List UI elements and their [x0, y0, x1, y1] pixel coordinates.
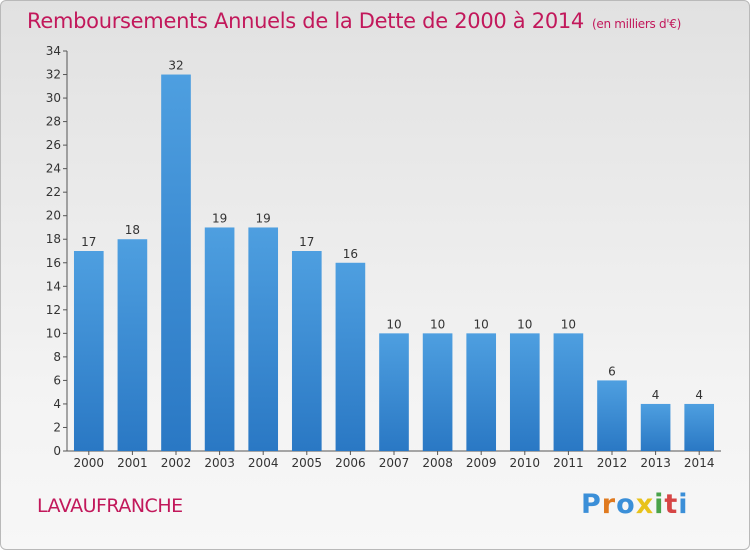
logo-letter: o [616, 489, 636, 520]
y-tick-label: 2 [53, 420, 61, 434]
x-tick-label-2002: 2002 [161, 456, 192, 470]
data-label-2008: 10 [430, 317, 445, 331]
data-label-2010: 10 [517, 317, 532, 331]
x-tick-label-2000: 2000 [74, 456, 105, 470]
x-tick-label-2010: 2010 [510, 456, 541, 470]
y-tick-label: 28 [46, 115, 61, 129]
y-tick-label: 8 [53, 350, 61, 364]
y-tick-label: 22 [46, 185, 61, 199]
logo-letter: t [664, 489, 679, 520]
data-label-2007: 10 [386, 317, 401, 331]
y-tick-label: 32 [46, 68, 61, 82]
bar-2010 [509, 333, 540, 451]
data-label-2003: 19 [212, 211, 227, 225]
bar-2006 [335, 262, 366, 451]
logo-letter: i [654, 489, 665, 520]
x-tick-label-2007: 2007 [379, 456, 410, 470]
logo-letter: x [635, 489, 655, 520]
y-tick-label: 0 [53, 444, 61, 458]
x-tick-label-2011: 2011 [553, 456, 584, 470]
data-label-2012: 6 [608, 364, 616, 378]
data-label-2014: 4 [695, 388, 703, 402]
data-label-2009: 10 [474, 317, 489, 331]
bar-2007 [379, 333, 409, 451]
y-tick-label: 20 [46, 209, 61, 223]
bar-2005 [291, 251, 322, 451]
location-name: LAVAUFRANCHE [37, 495, 183, 517]
logo-letter: r [601, 489, 617, 520]
data-label-2011: 10 [561, 317, 576, 331]
x-tick-label-2014: 2014 [684, 456, 715, 470]
x-tick-label-2009: 2009 [466, 456, 497, 470]
bar-2003 [204, 227, 235, 451]
bar-2011 [553, 333, 584, 451]
data-label-2000: 17 [81, 235, 96, 249]
bar-2014 [684, 403, 715, 451]
x-tick-label-2013: 2013 [640, 456, 671, 470]
chart-subtitle: (en milliers d'€) [592, 17, 682, 31]
x-tick-label-2012: 2012 [597, 456, 628, 470]
y-tick-label: 16 [46, 256, 61, 270]
x-tick-label-2001: 2001 [117, 456, 148, 470]
logo-letter: i [678, 489, 689, 520]
bar-2001 [117, 239, 148, 451]
data-label-2002: 32 [168, 59, 183, 73]
data-label-2004: 19 [256, 211, 271, 225]
y-tick-label: 14 [46, 279, 61, 293]
data-label-2006: 16 [343, 247, 358, 261]
bar-2012 [597, 380, 627, 451]
bar-2009 [466, 333, 497, 451]
y-tick-label: 18 [46, 232, 61, 246]
bar-2000 [73, 251, 104, 451]
x-tick-label-2005: 2005 [292, 456, 323, 470]
y-tick-label: 4 [53, 397, 61, 411]
proxiti-logo: Proxiti [581, 489, 689, 520]
x-tick-label-2008: 2008 [422, 456, 453, 470]
y-tick-label: 34 [46, 44, 61, 58]
y-tick-label: 24 [46, 162, 61, 176]
y-tick-label: 10 [46, 326, 61, 340]
bar-2008 [422, 333, 453, 451]
data-label-2005: 17 [299, 235, 314, 249]
y-tick-label: 6 [53, 373, 61, 387]
logo-letter: P [581, 489, 602, 520]
bar-2002 [161, 74, 191, 451]
chart-title-text: Remboursements Annuels de la Dette de 20… [27, 9, 584, 33]
y-tick-label: 30 [46, 91, 61, 105]
y-tick-label: 12 [46, 303, 61, 317]
x-tick-label-2003: 2003 [204, 456, 235, 470]
bar-2004 [248, 227, 279, 451]
x-tick-label-2004: 2004 [248, 456, 279, 470]
data-label-2001: 18 [125, 223, 140, 237]
x-tick-label-2006: 2006 [335, 456, 366, 470]
chart-title: Remboursements Annuels de la Dette de 20… [27, 9, 681, 33]
bar-2013 [640, 403, 671, 451]
y-tick-label: 26 [46, 138, 61, 152]
data-label-2013: 4 [652, 388, 660, 402]
